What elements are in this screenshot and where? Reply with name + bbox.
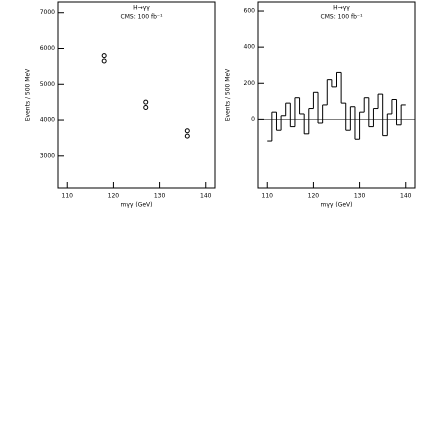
legend-text: H→γγ xyxy=(333,5,350,12)
y-tick-label: 600 xyxy=(244,8,256,15)
legend-text: H→γγ xyxy=(133,5,150,12)
data-point xyxy=(184,133,190,139)
x-tick-label: 130 xyxy=(154,193,166,200)
data-point xyxy=(143,105,149,111)
x-tick-label: 120 xyxy=(108,193,120,200)
y-tick-label: 3000 xyxy=(40,152,55,159)
y-tick-label: 6000 xyxy=(40,45,55,52)
data-point xyxy=(101,58,107,64)
x-tick-label: 140 xyxy=(200,193,212,200)
y-tick-label: 200 xyxy=(244,80,256,87)
legend-text: CMS: 100 fb⁻¹ xyxy=(321,14,364,21)
left-frame xyxy=(57,1,216,189)
right-frame xyxy=(257,1,416,189)
y-tick-label: 5000 xyxy=(40,81,55,88)
y-axis-label: Events / 500 MeV xyxy=(25,68,32,121)
y-tick-label: 7000 xyxy=(40,9,55,16)
x-axis-label: mγγ (GeV) xyxy=(121,202,153,209)
data-point xyxy=(143,99,149,105)
y-axis-label: Events / 500 MeV xyxy=(225,68,232,121)
x-tick-label: 130 xyxy=(354,193,366,200)
x-tick-label: 110 xyxy=(262,193,274,200)
y-tick-label: 400 xyxy=(244,44,256,51)
legend-text: CMS: 100 fb⁻¹ xyxy=(121,14,164,21)
y-tick-label: 0 xyxy=(251,116,255,123)
x-tick-label: 110 xyxy=(62,193,74,200)
data-point xyxy=(101,53,107,59)
x-tick-label: 120 xyxy=(308,193,320,200)
x-axis-label: mγγ (GeV) xyxy=(321,202,353,209)
x-tick-label: 140 xyxy=(400,193,412,200)
y-tick-label: 4000 xyxy=(40,117,55,124)
data-point xyxy=(184,128,190,134)
